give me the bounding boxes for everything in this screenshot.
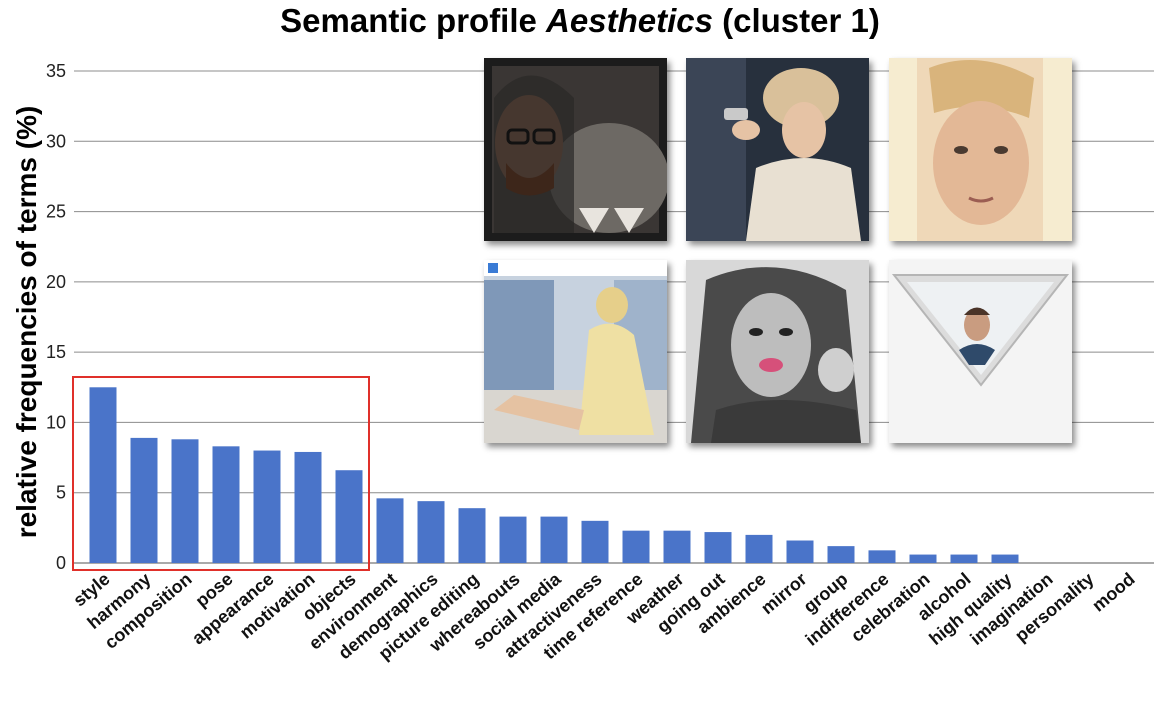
y-tick-label: 0 xyxy=(56,553,66,573)
y-tick-label: 10 xyxy=(46,412,66,432)
y-tick-label: 20 xyxy=(46,272,66,292)
bar xyxy=(622,530,650,563)
bar xyxy=(704,532,732,563)
bar xyxy=(786,540,814,563)
bars xyxy=(89,387,1019,563)
bar xyxy=(335,470,363,563)
bar xyxy=(458,508,486,563)
bar xyxy=(950,554,978,563)
bar xyxy=(663,530,691,563)
selfie-woman-bw-photo xyxy=(686,260,869,443)
x-axis-ticks: styleharmonycompositionposeappearancemot… xyxy=(69,568,1138,664)
y-tick-label: 25 xyxy=(46,202,66,222)
bar xyxy=(540,516,568,563)
bar xyxy=(991,554,1019,563)
bar xyxy=(253,450,281,563)
y-tick-label: 5 xyxy=(56,483,66,503)
y-tick-label: 15 xyxy=(46,342,66,362)
bar xyxy=(745,534,773,563)
bar xyxy=(827,546,855,563)
bar xyxy=(171,439,199,563)
bar xyxy=(499,516,527,563)
bar xyxy=(89,387,117,563)
bar xyxy=(212,446,240,563)
x-tick-label: mood xyxy=(1088,569,1138,616)
bar xyxy=(909,554,937,563)
highlight-box xyxy=(72,376,370,571)
selfie-mirror-triangle-photo xyxy=(889,260,1072,443)
y-axis-ticks: 0 5 10 15 20 25 30 35 xyxy=(46,61,66,573)
x-tick-label: mirror xyxy=(757,569,810,618)
y-tick-label: 30 xyxy=(46,131,66,151)
y-tick-label: 35 xyxy=(46,61,66,81)
chart-title: Semantic profile Aesthetics (cluster 1) xyxy=(280,2,880,39)
y-axis-label: relative frequencies of terms (%) xyxy=(11,106,42,539)
bar xyxy=(417,501,445,563)
selfie-mirror-woman-photo xyxy=(686,58,869,241)
bar xyxy=(581,520,609,563)
bar xyxy=(294,451,322,563)
bar xyxy=(130,437,158,563)
bar xyxy=(376,498,404,563)
selfie-woman-sitting-photo xyxy=(484,260,667,443)
selfie-hooded-man-photo xyxy=(484,58,667,241)
bar xyxy=(868,550,896,563)
selfie-young-man-photo xyxy=(889,58,1072,241)
